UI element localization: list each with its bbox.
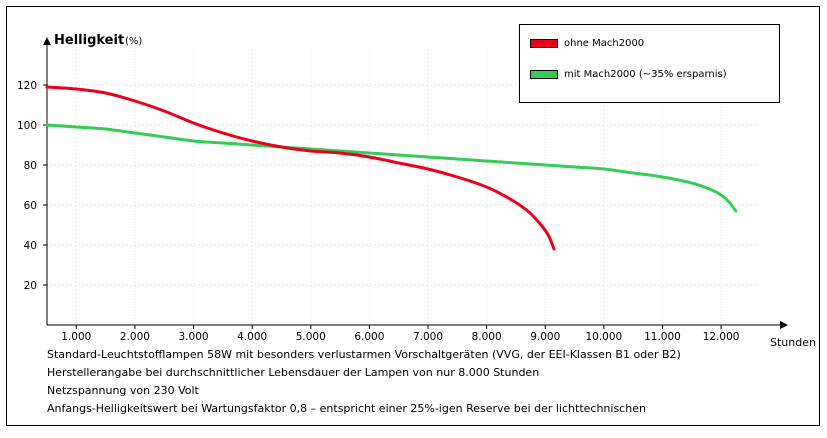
legend-item-mit-mach2000: mit Mach2000 (~35% ersparnis): [530, 68, 727, 82]
x-tick-label: 6.000: [354, 331, 384, 343]
y-tick-label: 20: [24, 280, 37, 292]
x-tick-label: 9.000: [530, 331, 560, 343]
x-tick-label: 3.000: [179, 331, 209, 343]
y-tick-label: 120: [17, 80, 37, 92]
y-tick-label: 100: [17, 120, 37, 132]
legend-label: ohne Mach2000: [564, 38, 645, 49]
x-tick-label: 1.000: [61, 331, 91, 343]
note-line-2: Herstellerangabe bei durchschnittlicher …: [47, 366, 540, 379]
x-tick-label: 8.000: [472, 331, 502, 343]
legend-swatch-green: [530, 69, 558, 79]
series-line-mit-mach2000: [45, 123, 738, 213]
note-line-1: Standard-Leuchtstofflampen 58W mit beson…: [47, 348, 681, 361]
x-axis-arrow: [780, 321, 788, 329]
y-axis-title: Helligkeit: [54, 33, 124, 48]
legend-item-ohne-mach2000: ohne Mach2000: [530, 37, 644, 51]
series-line-ohne-mach2000: [45, 85, 556, 251]
x-tick-label: 12.000: [703, 331, 740, 343]
note-line-3: Netzspannung von 230 Volt: [47, 384, 199, 397]
x-tick-label: 5.000: [296, 331, 326, 343]
x-tick-label: 10.000: [585, 331, 622, 343]
legend-swatch-red: [530, 38, 558, 48]
chart-legend: ohne Mach2000 mit Mach2000 (~35% ersparn…: [519, 24, 780, 103]
chart-notes: Standard-Leuchtstofflampen 58W mit beson…: [47, 346, 681, 418]
legend-label: mit Mach2000 (~35% ersparnis): [564, 69, 727, 80]
y-axis-arrow: [43, 37, 51, 45]
x-tick-label: 11.000: [644, 331, 681, 343]
x-tick-label: 4.000: [237, 331, 267, 343]
y-tick-label: 60: [24, 200, 37, 212]
x-tick-label: 2.000: [120, 331, 150, 343]
note-line-4: Anfangs-Helligkeitswert bei Wartungsfakt…: [47, 402, 646, 415]
y-tick-label: 40: [24, 240, 37, 252]
x-tick-label: 7.000: [413, 331, 443, 343]
x-axis-title: Stunden: [770, 336, 816, 349]
y-tick-label: 80: [24, 160, 37, 172]
y-axis-unit: (%): [125, 36, 142, 47]
